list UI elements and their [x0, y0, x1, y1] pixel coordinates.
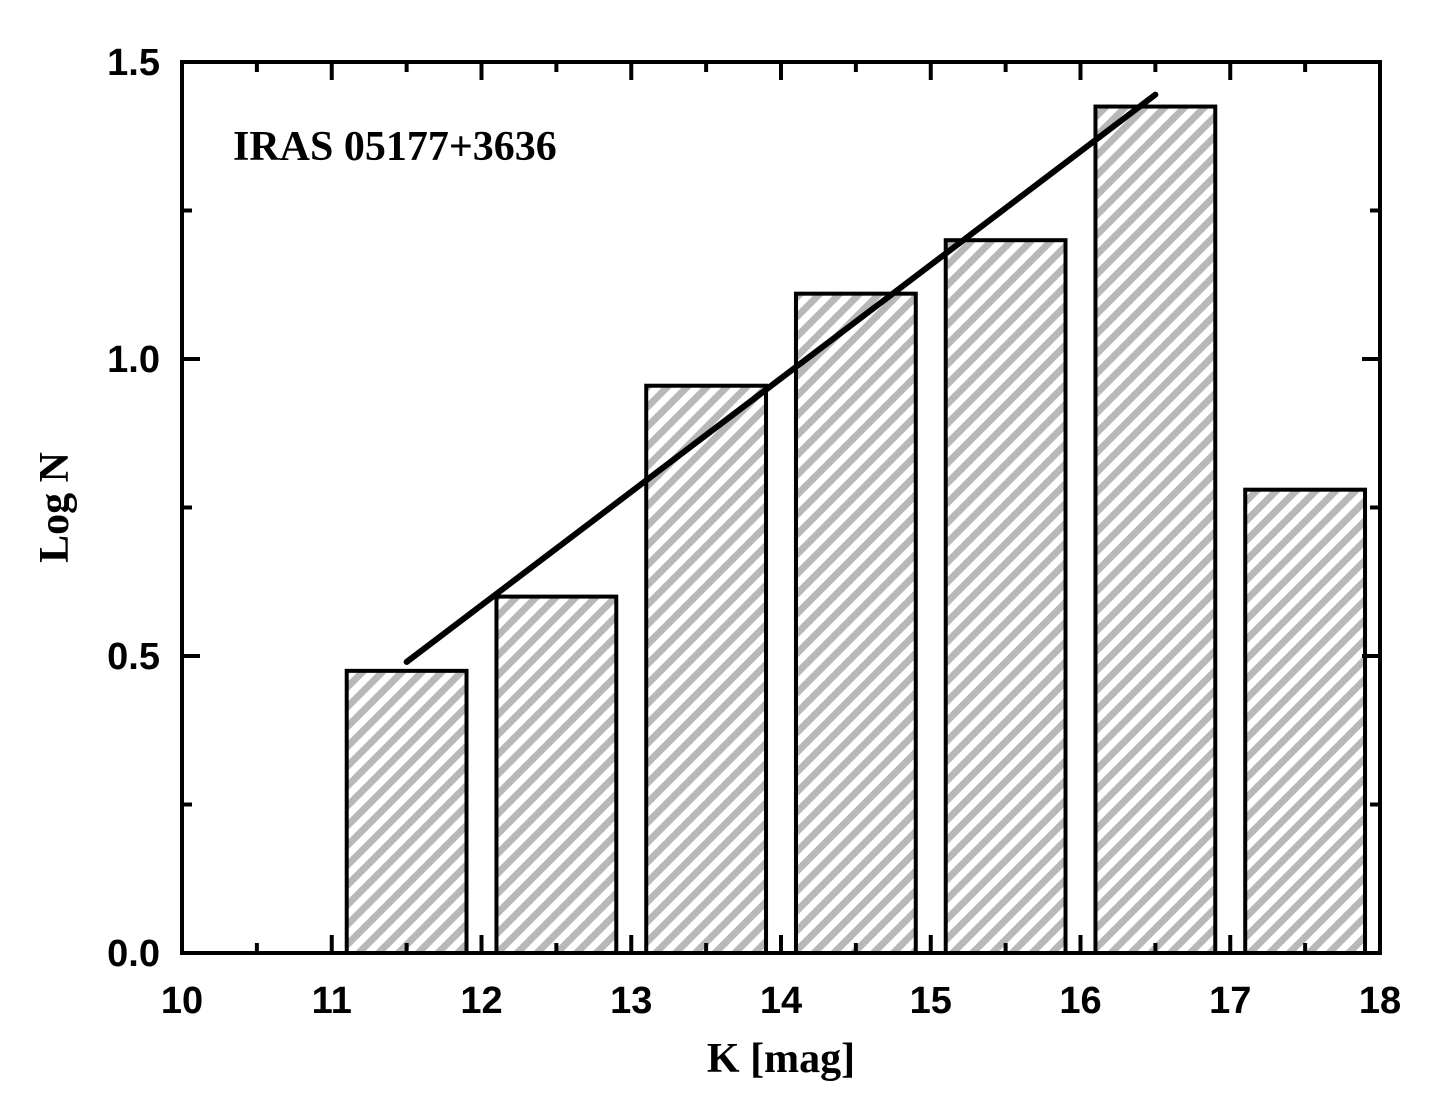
x-axis-title: K [mag]	[707, 1036, 855, 1082]
bar-4	[793, 291, 918, 956]
axis-ticks: 10 11 12 13 14 15 16 17 18 0.0 0.5 1.0 1.5	[107, 42, 1401, 1022]
chart-annotation: IRAS 05177+3636	[233, 124, 557, 170]
bar-5	[943, 238, 1068, 955]
fit-line	[403, 91, 1159, 665]
x-tick-label: 13	[610, 980, 652, 1022]
y-tick-label: 1.5	[107, 42, 160, 84]
x-tick-label: 10	[161, 980, 203, 1022]
y-tick-label: 0.0	[107, 933, 160, 975]
bar-3	[644, 383, 769, 956]
x-tick-label: 12	[460, 980, 502, 1022]
y-axis-title: Log N	[32, 452, 78, 563]
bar-1	[344, 668, 469, 955]
x-tick-label: 15	[910, 980, 952, 1022]
bar-7	[1243, 487, 1368, 955]
x-tick-label: 18	[1359, 980, 1401, 1022]
x-tick-label: 16	[1059, 980, 1101, 1022]
x-tick-label: 17	[1209, 980, 1251, 1022]
x-tick-label: 14	[760, 980, 802, 1022]
y-tick-label: 1.0	[107, 339, 160, 381]
bars	[344, 104, 1368, 956]
x-tick-label: 11	[312, 980, 352, 1022]
bar-6	[1093, 104, 1218, 956]
fit-line-group	[403, 91, 1159, 665]
bar-2	[494, 594, 619, 955]
y-tick-label: 0.5	[107, 636, 160, 678]
